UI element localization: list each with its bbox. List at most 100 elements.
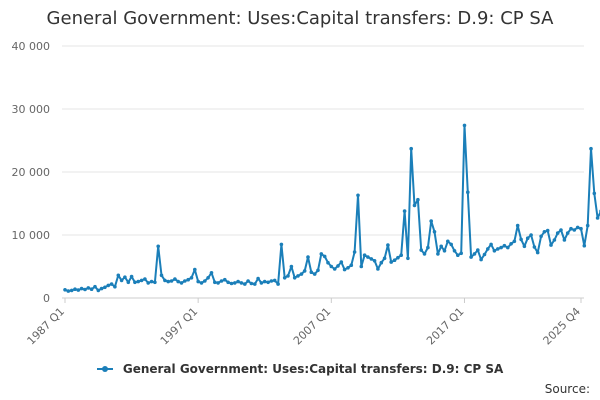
data-point[interactable] xyxy=(366,255,370,259)
data-point[interactable] xyxy=(319,252,324,256)
data-point[interactable] xyxy=(79,286,84,291)
data-point[interactable] xyxy=(352,250,357,254)
data-point[interactable] xyxy=(542,230,547,234)
data-point[interactable] xyxy=(399,253,404,257)
data-point[interactable] xyxy=(189,276,194,280)
data-point[interactable] xyxy=(386,243,390,247)
data-point[interactable] xyxy=(429,219,434,223)
data-point[interactable] xyxy=(442,249,447,253)
data-point[interactable] xyxy=(436,252,440,256)
data-point[interactable] xyxy=(199,281,204,285)
data-point[interactable] xyxy=(316,268,320,273)
data-point[interactable] xyxy=(535,250,540,255)
data-point[interactable] xyxy=(356,193,360,198)
data-point[interactable] xyxy=(592,191,597,196)
data-point[interactable] xyxy=(502,243,507,248)
data-point[interactable] xyxy=(96,288,101,293)
data-point[interactable] xyxy=(106,283,111,288)
data-point[interactable] xyxy=(496,247,500,251)
data-point[interactable] xyxy=(86,286,91,290)
data-point[interactable] xyxy=(432,230,437,234)
data-point[interactable] xyxy=(506,245,510,250)
data-point[interactable] xyxy=(372,259,377,263)
data-point[interactable] xyxy=(525,236,530,240)
data-point[interactable] xyxy=(183,279,187,283)
data-point[interactable] xyxy=(133,280,137,285)
data-point[interactable] xyxy=(446,239,450,244)
data-point[interactable] xyxy=(449,242,454,247)
data-point[interactable] xyxy=(515,223,520,228)
data-point[interactable] xyxy=(309,270,314,275)
data-point[interactable] xyxy=(193,267,197,272)
data-point[interactable] xyxy=(486,247,490,251)
data-point[interactable] xyxy=(249,281,254,286)
data-point[interactable] xyxy=(272,278,277,283)
data-point[interactable] xyxy=(159,273,164,278)
data-point[interactable] xyxy=(579,226,583,231)
data-point[interactable] xyxy=(129,274,134,279)
data-point[interactable] xyxy=(336,264,340,268)
data-point[interactable] xyxy=(539,234,543,239)
data-point[interactable] xyxy=(239,281,244,285)
data-point[interactable] xyxy=(582,243,587,248)
data-point[interactable] xyxy=(146,281,150,285)
data-point[interactable] xyxy=(149,279,154,284)
data-point[interactable] xyxy=(256,276,260,281)
data-point[interactable] xyxy=(206,276,210,280)
data-point[interactable] xyxy=(376,267,380,271)
data-point[interactable] xyxy=(499,245,503,250)
data-point[interactable] xyxy=(113,284,117,289)
series-layer[interactable] xyxy=(63,96,600,293)
data-point[interactable] xyxy=(89,287,94,292)
data-point[interactable] xyxy=(236,279,240,284)
data-point[interactable] xyxy=(362,253,367,257)
data-point[interactable] xyxy=(66,289,71,293)
data-point[interactable] xyxy=(76,288,81,292)
data-point[interactable] xyxy=(269,279,274,283)
data-point[interactable] xyxy=(116,273,121,278)
data-point[interactable] xyxy=(93,284,97,289)
data-point[interactable] xyxy=(552,238,557,242)
data-point[interactable] xyxy=(529,233,533,237)
data-point[interactable] xyxy=(382,256,387,261)
data-point[interactable] xyxy=(233,281,237,285)
data-point[interactable] xyxy=(392,258,397,263)
data-point[interactable] xyxy=(585,223,590,228)
data-point[interactable] xyxy=(306,255,310,259)
data-point[interactable] xyxy=(532,245,537,249)
data-point[interactable] xyxy=(99,286,104,291)
data-point[interactable] xyxy=(126,280,131,285)
data-point[interactable] xyxy=(402,209,407,213)
data-point[interactable] xyxy=(69,288,74,293)
data-point[interactable] xyxy=(302,269,307,273)
data-point[interactable] xyxy=(83,287,87,292)
data-point[interactable] xyxy=(223,277,227,282)
data-point[interactable] xyxy=(456,253,460,257)
data-point[interactable] xyxy=(173,277,177,281)
data-point[interactable] xyxy=(426,245,430,250)
data-point[interactable] xyxy=(562,238,567,242)
data-point[interactable] xyxy=(346,266,350,270)
data-point[interactable] xyxy=(559,228,563,232)
data-point[interactable] xyxy=(389,260,394,264)
data-point[interactable] xyxy=(545,228,550,233)
data-point[interactable] xyxy=(472,252,477,256)
data-point[interactable] xyxy=(489,242,493,247)
data-point[interactable] xyxy=(349,263,354,268)
data-point[interactable] xyxy=(522,244,527,249)
data-point[interactable] xyxy=(163,278,167,283)
data-point[interactable] xyxy=(406,256,410,261)
data-point[interactable] xyxy=(312,272,317,276)
data-point[interactable] xyxy=(416,197,420,202)
data-point[interactable] xyxy=(469,255,473,259)
data-point[interactable] xyxy=(332,267,337,271)
data-point[interactable] xyxy=(63,288,67,292)
data-point[interactable] xyxy=(476,248,480,252)
data-point[interactable] xyxy=(479,257,483,262)
data-point[interactable] xyxy=(422,252,427,256)
data-point[interactable] xyxy=(409,146,414,151)
data-point[interactable] xyxy=(119,278,124,283)
data-point[interactable] xyxy=(549,243,553,247)
data-point[interactable] xyxy=(276,282,280,286)
data-point[interactable] xyxy=(143,277,147,281)
